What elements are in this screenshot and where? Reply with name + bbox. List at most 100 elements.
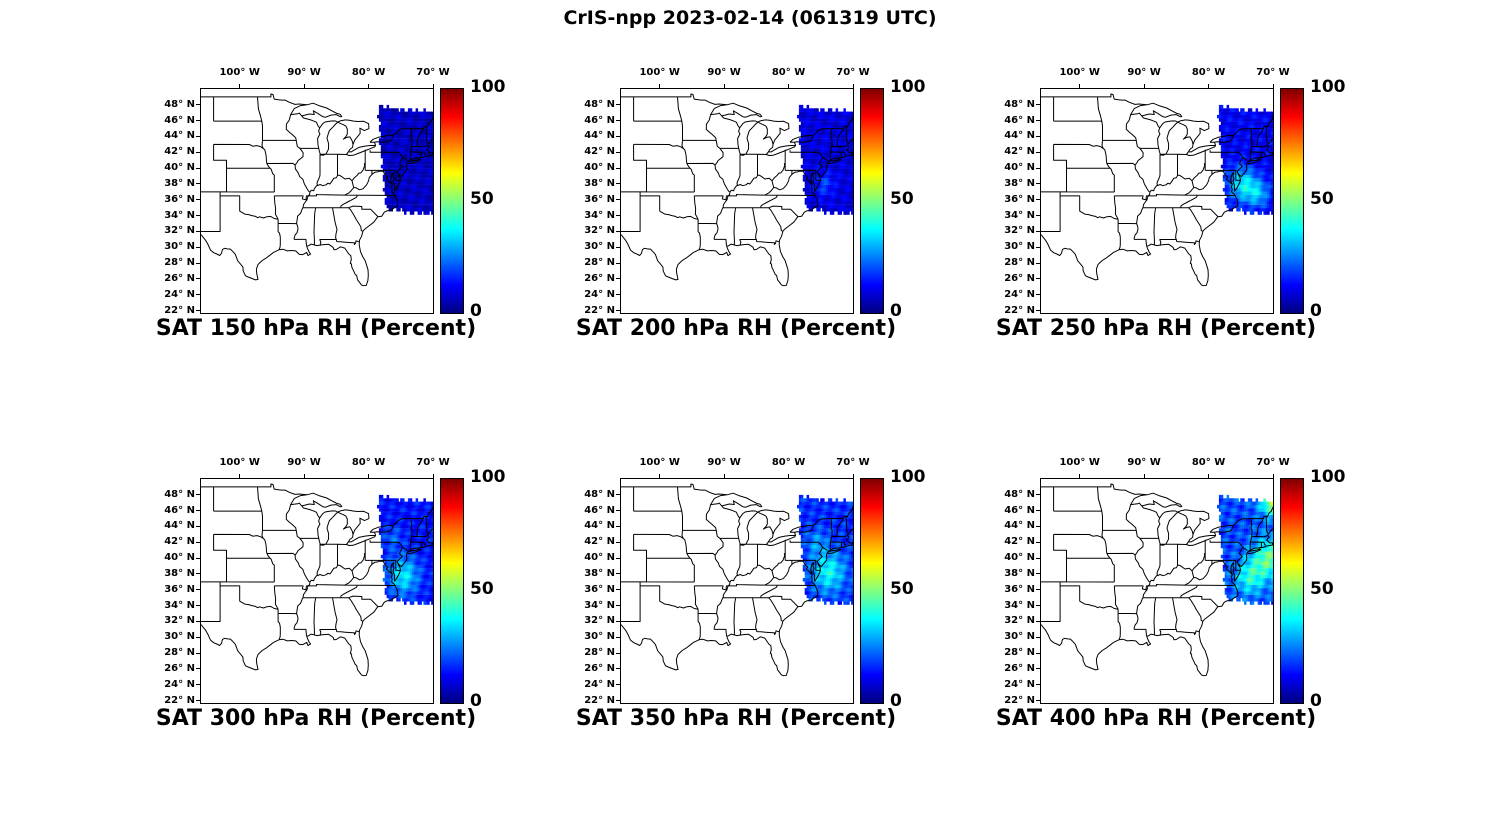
map-canvas	[621, 483, 853, 677]
lat-tick-mark	[616, 541, 620, 543]
lat-tick-mark	[1036, 573, 1040, 575]
lon-tick-mark	[1208, 84, 1210, 88]
lat-tick-label: 26° N	[1004, 662, 1035, 674]
lat-tick-label: 44° N	[584, 130, 615, 142]
map-plot-area: 100° W 90° W 80° W 70° W 48° N 46° N 44° N 42° …	[584, 67, 870, 316]
lon-tick-label: 80° W	[1191, 457, 1226, 468]
lat-tick-mark	[196, 230, 200, 232]
lat-tick-mark	[616, 684, 620, 686]
lat-tick-mark	[1036, 278, 1040, 280]
map-canvas	[1041, 483, 1273, 677]
colorbar-tick-label-0: 0	[470, 301, 482, 321]
colorbar-tick-label-50: 50	[1310, 579, 1334, 599]
lat-tick-mark	[616, 310, 620, 312]
lon-tick-mark	[1272, 474, 1274, 478]
lon-tick-mark	[1143, 84, 1145, 88]
lat-tick-label: 46° N	[164, 504, 195, 516]
lat-tick-label: 30° N	[1004, 241, 1035, 253]
lat-tick-mark	[1036, 135, 1040, 137]
colorbar-tick-label-50: 50	[470, 579, 494, 599]
lat-tick-label: 38° N	[1004, 177, 1035, 189]
figure-title: CrIS-npp 2023-02-14 (061319 UTC)	[563, 7, 937, 29]
lat-tick-mark	[1036, 494, 1040, 496]
lon-tick-label: 80° W	[351, 457, 386, 468]
lon-tick-mark	[852, 84, 854, 88]
lon-tick-label: 90° W	[1127, 457, 1161, 468]
lat-tick-mark	[1036, 183, 1040, 185]
lat-tick-label: 34° N	[164, 599, 195, 611]
satellite-swath	[377, 104, 433, 215]
lon-tick-label: 90° W	[287, 457, 321, 468]
lon-tick-mark	[1208, 474, 1210, 478]
lat-tick-mark	[1036, 294, 1040, 296]
lat-tick-label: 38° N	[164, 177, 195, 189]
lat-tick-mark	[1036, 215, 1040, 217]
lat-tick-mark	[616, 167, 620, 169]
lon-tick-mark	[432, 84, 434, 88]
lat-tick-label: 46° N	[1004, 504, 1035, 516]
lat-tick-label: 24° N	[584, 288, 615, 300]
lat-tick-label: 38° N	[584, 567, 615, 579]
lat-tick-label: 28° N	[1004, 257, 1035, 269]
lat-tick-mark	[196, 589, 200, 591]
state-and-coast-boundaries	[1041, 93, 1273, 287]
lat-tick-mark	[1036, 620, 1040, 622]
lat-tick-label: 24° N	[164, 288, 195, 300]
lat-tick-label: 34° N	[164, 209, 195, 221]
lon-tick-label: 100° W	[639, 67, 680, 78]
lat-tick-mark	[196, 246, 200, 248]
lat-tick-mark	[616, 620, 620, 622]
lat-tick-mark	[196, 541, 200, 543]
lat-tick-label: 46° N	[164, 114, 195, 126]
lat-tick-mark	[1036, 652, 1040, 654]
lat-tick-label: 26° N	[584, 272, 615, 284]
lat-tick-mark	[196, 494, 200, 496]
lat-tick-label: 22° N	[164, 694, 195, 706]
colorbar-tick-label-50: 50	[890, 189, 914, 209]
lon-tick-mark	[1079, 84, 1081, 88]
lat-tick-mark	[196, 510, 200, 512]
panel-sat-300: 100° W 90° W 80° W 70° W 48° N 46° N 44° N 42° …	[140, 446, 530, 776]
lat-tick-label: 44° N	[164, 130, 195, 142]
lat-tick-label: 28° N	[1004, 647, 1035, 659]
colorbar	[860, 478, 884, 704]
lat-tick-label: 30° N	[584, 631, 615, 643]
lat-tick-mark	[196, 668, 200, 670]
lat-tick-label: 22° N	[584, 304, 615, 316]
lon-tick-mark	[239, 84, 241, 88]
lat-tick-label: 28° N	[584, 647, 615, 659]
lat-tick-mark	[616, 215, 620, 217]
lat-tick-label: 22° N	[1004, 694, 1035, 706]
panel-title: SAT 350 hPa RH (Percent)	[575, 706, 897, 731]
lat-tick-mark	[616, 246, 620, 248]
satellite-swath	[1217, 494, 1273, 605]
lon-tick-label: 90° W	[1127, 67, 1161, 78]
lat-tick-mark	[616, 636, 620, 638]
lat-tick-label: 36° N	[1004, 583, 1035, 595]
lat-tick-label: 24° N	[1004, 678, 1035, 690]
lat-tick-mark	[1036, 262, 1040, 264]
lat-tick-label: 34° N	[584, 209, 615, 221]
lat-tick-mark	[1036, 246, 1040, 248]
lat-tick-mark	[196, 310, 200, 312]
colorbar-tick-label-100: 100	[470, 467, 506, 487]
lon-tick-label: 90° W	[707, 457, 741, 468]
lon-tick-mark	[432, 474, 434, 478]
colorbar-tick-label-50: 50	[1310, 189, 1334, 209]
lat-tick-mark	[196, 104, 200, 106]
colorbar	[1280, 88, 1304, 314]
lat-tick-mark	[1036, 636, 1040, 638]
lat-tick-label: 42° N	[164, 146, 195, 158]
colorbar-tick-label-100: 100	[1310, 467, 1346, 487]
satellite-swath	[1217, 104, 1273, 215]
colorbar-tick-label-50: 50	[470, 189, 494, 209]
lat-tick-mark	[196, 573, 200, 575]
lon-tick-mark	[659, 84, 661, 88]
lat-tick-label: 48° N	[164, 488, 195, 500]
lat-tick-label: 44° N	[1004, 130, 1035, 142]
lat-tick-mark	[196, 278, 200, 280]
lat-tick-label: 28° N	[164, 647, 195, 659]
lat-tick-label: 48° N	[1004, 98, 1035, 110]
map-canvas	[201, 93, 433, 287]
lon-tick-mark	[788, 84, 790, 88]
